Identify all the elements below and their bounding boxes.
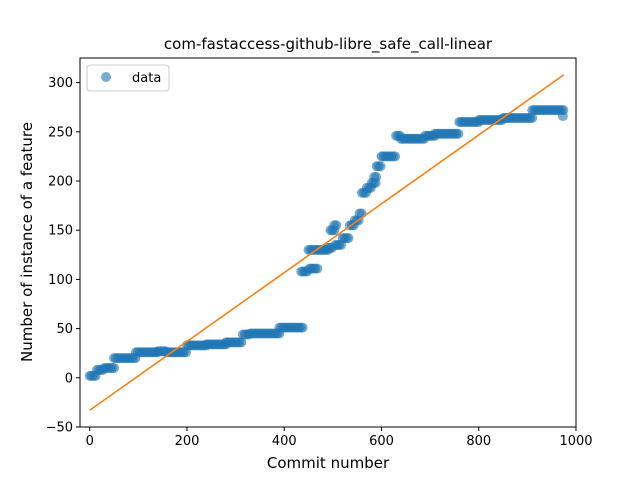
- chart-title: com-fastaccess-github-libre_safe_call-li…: [164, 35, 493, 54]
- y-tick-label: 0: [65, 371, 73, 386]
- x-axis-label: Commit number: [267, 454, 390, 472]
- legend-label-data: data: [132, 71, 161, 86]
- y-tick-label: −50: [46, 421, 73, 436]
- plot-marks: [84, 74, 569, 411]
- y-tick-label: 150: [48, 224, 73, 239]
- y-axis-ticks: −50 0 50 100 150 200 250 300: [46, 76, 80, 436]
- data-point: [297, 322, 308, 333]
- data-point: [557, 111, 568, 122]
- legend: data: [86, 64, 170, 92]
- data-point: [331, 220, 342, 231]
- y-tick-label: 50: [56, 322, 73, 337]
- x-tick-label: 0: [86, 434, 94, 449]
- x-axis-ticks: 0 200 400 600 800 1000: [86, 427, 593, 449]
- x-tick-label: 200: [175, 434, 200, 449]
- y-tick-label: 200: [48, 175, 73, 190]
- y-tick-label: 250: [48, 125, 73, 140]
- data-point: [236, 337, 247, 348]
- legend-box: [86, 64, 170, 92]
- y-axis-label: Number of instance of a feature: [18, 122, 36, 362]
- y-tick-label: 100: [48, 273, 73, 288]
- data-point: [453, 128, 464, 139]
- data-point: [312, 263, 323, 274]
- data-point: [527, 113, 538, 124]
- x-tick-label: 800: [466, 434, 491, 449]
- x-tick-label: 1000: [559, 434, 592, 449]
- data-point: [375, 161, 386, 172]
- data-point: [371, 172, 382, 183]
- plot-frame: [79, 57, 577, 428]
- y-tick-label: 300: [48, 76, 73, 91]
- fit-line: [89, 74, 565, 411]
- data-point: [343, 233, 354, 244]
- data-point: [109, 362, 120, 373]
- x-tick-label: 600: [369, 434, 394, 449]
- data-point: [390, 151, 401, 162]
- legend-marker-data: [101, 72, 111, 82]
- x-tick-label: 400: [272, 434, 297, 449]
